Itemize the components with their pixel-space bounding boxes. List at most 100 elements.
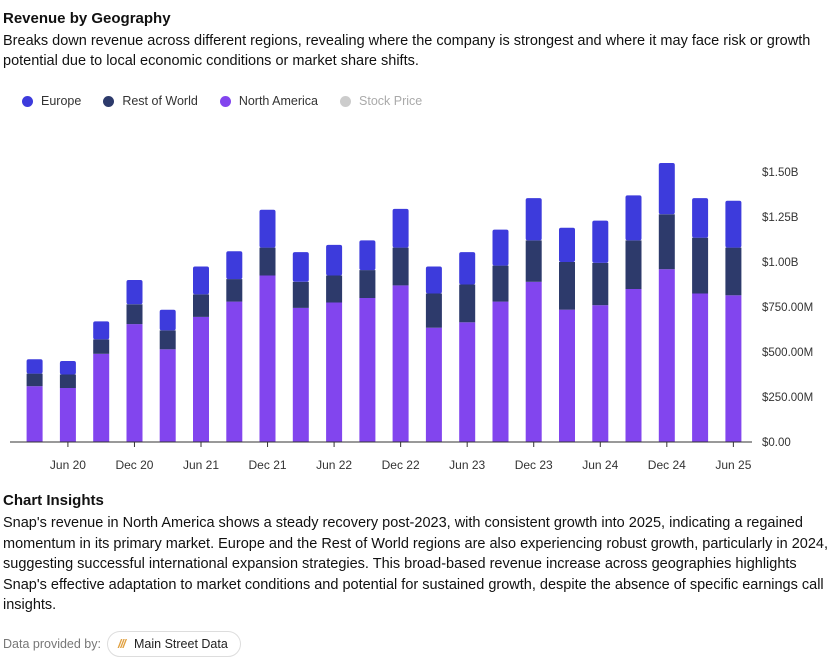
bar-north-america-jun-22[interactable] xyxy=(326,302,343,443)
bar-north-america-jun-23[interactable] xyxy=(459,322,476,442)
bar-europe-sep-21[interactable] xyxy=(226,251,243,280)
bar-europe-mar-25[interactable] xyxy=(692,198,709,238)
bar-rest-of-world-jun-22[interactable] xyxy=(326,275,343,303)
bar-north-america-mar-24[interactable] xyxy=(559,309,575,442)
bar-rest-of-world-jun-23[interactable] xyxy=(459,284,476,323)
x-tick-label: Jun 21 xyxy=(183,458,219,472)
bar-north-america-mar-21[interactable] xyxy=(159,349,176,442)
bar-europe-dec-20[interactable] xyxy=(126,280,143,305)
bar-europe-mar-22[interactable] xyxy=(292,252,309,282)
bar-europe-sep-20[interactable] xyxy=(93,321,110,340)
provider-logo-icon: /// xyxy=(117,637,126,651)
bar-europe-dec-21[interactable] xyxy=(259,209,276,248)
legend-label-rest-of-world: Rest of World xyxy=(122,94,198,108)
x-tick-label: Jun 25 xyxy=(715,458,751,472)
insights-title: Chart Insights xyxy=(3,492,104,509)
bar-rest-of-world-jun-24[interactable] xyxy=(592,262,609,306)
revenue-bar-chart: Jun 20 Dec 20 Jun 21 Dec 21 Jun 22 Dec 22 Jun … xyxy=(10,163,813,472)
bar-europe-mar-23[interactable] xyxy=(425,266,442,294)
bar-north-america-sep-24[interactable] xyxy=(625,289,642,442)
bar-europe-jun-22[interactable] xyxy=(326,244,343,276)
bar-rest-of-world-sep-20[interactable] xyxy=(93,339,110,354)
y-tick-label: $0.00 xyxy=(762,437,791,449)
bar-europe-jun-21[interactable] xyxy=(193,266,209,295)
bar-europe-mar-21[interactable] xyxy=(159,309,176,331)
bar-rest-of-world-sep-23[interactable] xyxy=(492,265,509,302)
bar-north-america-jun-24[interactable] xyxy=(592,305,609,442)
bar-north-america-mar-22[interactable] xyxy=(292,307,309,442)
y-tick-label: $1.00B xyxy=(762,257,799,269)
bar-rest-of-world-dec-23[interactable] xyxy=(525,240,542,282)
bar-rest-of-world-dec-20[interactable] xyxy=(126,304,143,325)
bar-europe-dec-24[interactable] xyxy=(658,163,675,215)
bar-rest-of-world-mar-22[interactable] xyxy=(292,281,309,308)
bar-rest-of-world-mar-21[interactable] xyxy=(159,330,176,350)
legend-dot-rest-of-world xyxy=(103,95,115,107)
x-tick-label: Dec 22 xyxy=(382,458,420,472)
bar-europe-sep-22[interactable] xyxy=(359,240,376,271)
bar-north-america-jun-20[interactable] xyxy=(59,388,76,442)
legend-label-stock-price: Stock Price xyxy=(359,94,423,108)
bar-europe-mar-24[interactable] xyxy=(559,227,575,262)
x-axis-ticks: Jun 20 Dec 20 Jun 21 Dec 21 Jun 22 Dec 22 Jun … xyxy=(50,442,752,472)
legend-item-europe[interactable]: Europe xyxy=(22,94,81,108)
bar-rest-of-world-sep-22[interactable] xyxy=(359,270,376,298)
bar-north-america-jun-25[interactable] xyxy=(725,295,742,442)
legend-item-rest-of-world[interactable]: Rest of World xyxy=(103,94,198,108)
bar-rest-of-world-jun-25[interactable] xyxy=(725,247,742,296)
bar-rest-of-world-mar-20[interactable] xyxy=(26,373,43,387)
bar-north-america-sep-22[interactable] xyxy=(359,298,376,442)
bar-rest-of-world-mar-25[interactable] xyxy=(692,237,709,294)
bar-north-america-sep-20[interactable] xyxy=(93,353,110,442)
legend: Europe Rest of World North America Stock… xyxy=(22,94,444,108)
bar-rest-of-world-mar-24[interactable] xyxy=(559,262,575,310)
chart-title: Revenue by Geography xyxy=(3,10,171,27)
x-tick-label: Jun 22 xyxy=(316,458,352,472)
bar-europe-jun-23[interactable] xyxy=(459,252,476,285)
bar-north-america-dec-24[interactable] xyxy=(658,269,675,442)
provider-name: Main Street Data xyxy=(134,637,228,651)
bar-europe-mar-20[interactable] xyxy=(26,359,43,374)
bar-rest-of-world-jun-21[interactable] xyxy=(193,294,209,317)
y-tick-label: $250.00M xyxy=(762,392,813,404)
y-tick-label: $1.50B xyxy=(762,167,799,179)
bar-north-america-dec-22[interactable] xyxy=(392,285,409,442)
legend-item-north-america[interactable]: North America xyxy=(219,94,318,108)
chart-subtitle: Breaks down revenue across different reg… xyxy=(3,33,811,69)
bar-rest-of-world-jun-20[interactable] xyxy=(59,374,76,389)
bar-rest-of-world-dec-22[interactable] xyxy=(392,247,409,286)
bar-rest-of-world-mar-23[interactable] xyxy=(425,293,442,328)
bar-series-group xyxy=(26,163,742,443)
bar-europe-jun-24[interactable] xyxy=(592,220,609,263)
y-tick-label: $1.25B xyxy=(762,212,799,224)
insights-body: Snap's revenue in North America shows a … xyxy=(3,515,829,613)
bar-europe-jun-20[interactable] xyxy=(59,361,76,375)
bar-north-america-jun-21[interactable] xyxy=(193,316,209,442)
y-tick-label: $500.00M xyxy=(762,347,813,359)
legend-item-stock-price[interactable]: Stock Price xyxy=(340,94,422,108)
x-tick-label: Dec 23 xyxy=(515,458,553,472)
x-tick-label: Dec 20 xyxy=(115,458,153,472)
bar-rest-of-world-dec-24[interactable] xyxy=(658,214,675,270)
bar-north-america-mar-20[interactable] xyxy=(26,386,43,442)
y-axis-ticks: $0.00 $250.00M $500.00M $750.00M $1.00B $1.25… xyxy=(762,167,813,449)
bar-europe-sep-24[interactable] xyxy=(625,195,642,241)
bar-europe-sep-23[interactable] xyxy=(492,229,509,266)
legend-dot-north-america xyxy=(219,95,231,107)
bar-rest-of-world-sep-24[interactable] xyxy=(625,240,642,289)
bar-north-america-sep-21[interactable] xyxy=(226,301,243,442)
bar-europe-dec-23[interactable] xyxy=(525,198,542,241)
data-provider-link[interactable]: /// Main Street Data xyxy=(106,631,241,657)
bar-europe-jun-25[interactable] xyxy=(725,200,742,248)
bar-north-america-dec-21[interactable] xyxy=(259,275,276,443)
bar-rest-of-world-dec-21[interactable] xyxy=(259,247,276,276)
y-tick-label: $750.00M xyxy=(762,302,813,314)
bar-north-america-dec-20[interactable] xyxy=(126,324,143,442)
bar-rest-of-world-sep-21[interactable] xyxy=(226,279,243,302)
bar-north-america-mar-25[interactable] xyxy=(692,293,709,443)
x-tick-label: Jun 20 xyxy=(50,458,86,472)
bar-north-america-mar-23[interactable] xyxy=(425,327,442,442)
bar-europe-dec-22[interactable] xyxy=(392,208,409,248)
bar-north-america-sep-23[interactable] xyxy=(492,301,509,442)
bar-north-america-dec-23[interactable] xyxy=(525,281,542,442)
